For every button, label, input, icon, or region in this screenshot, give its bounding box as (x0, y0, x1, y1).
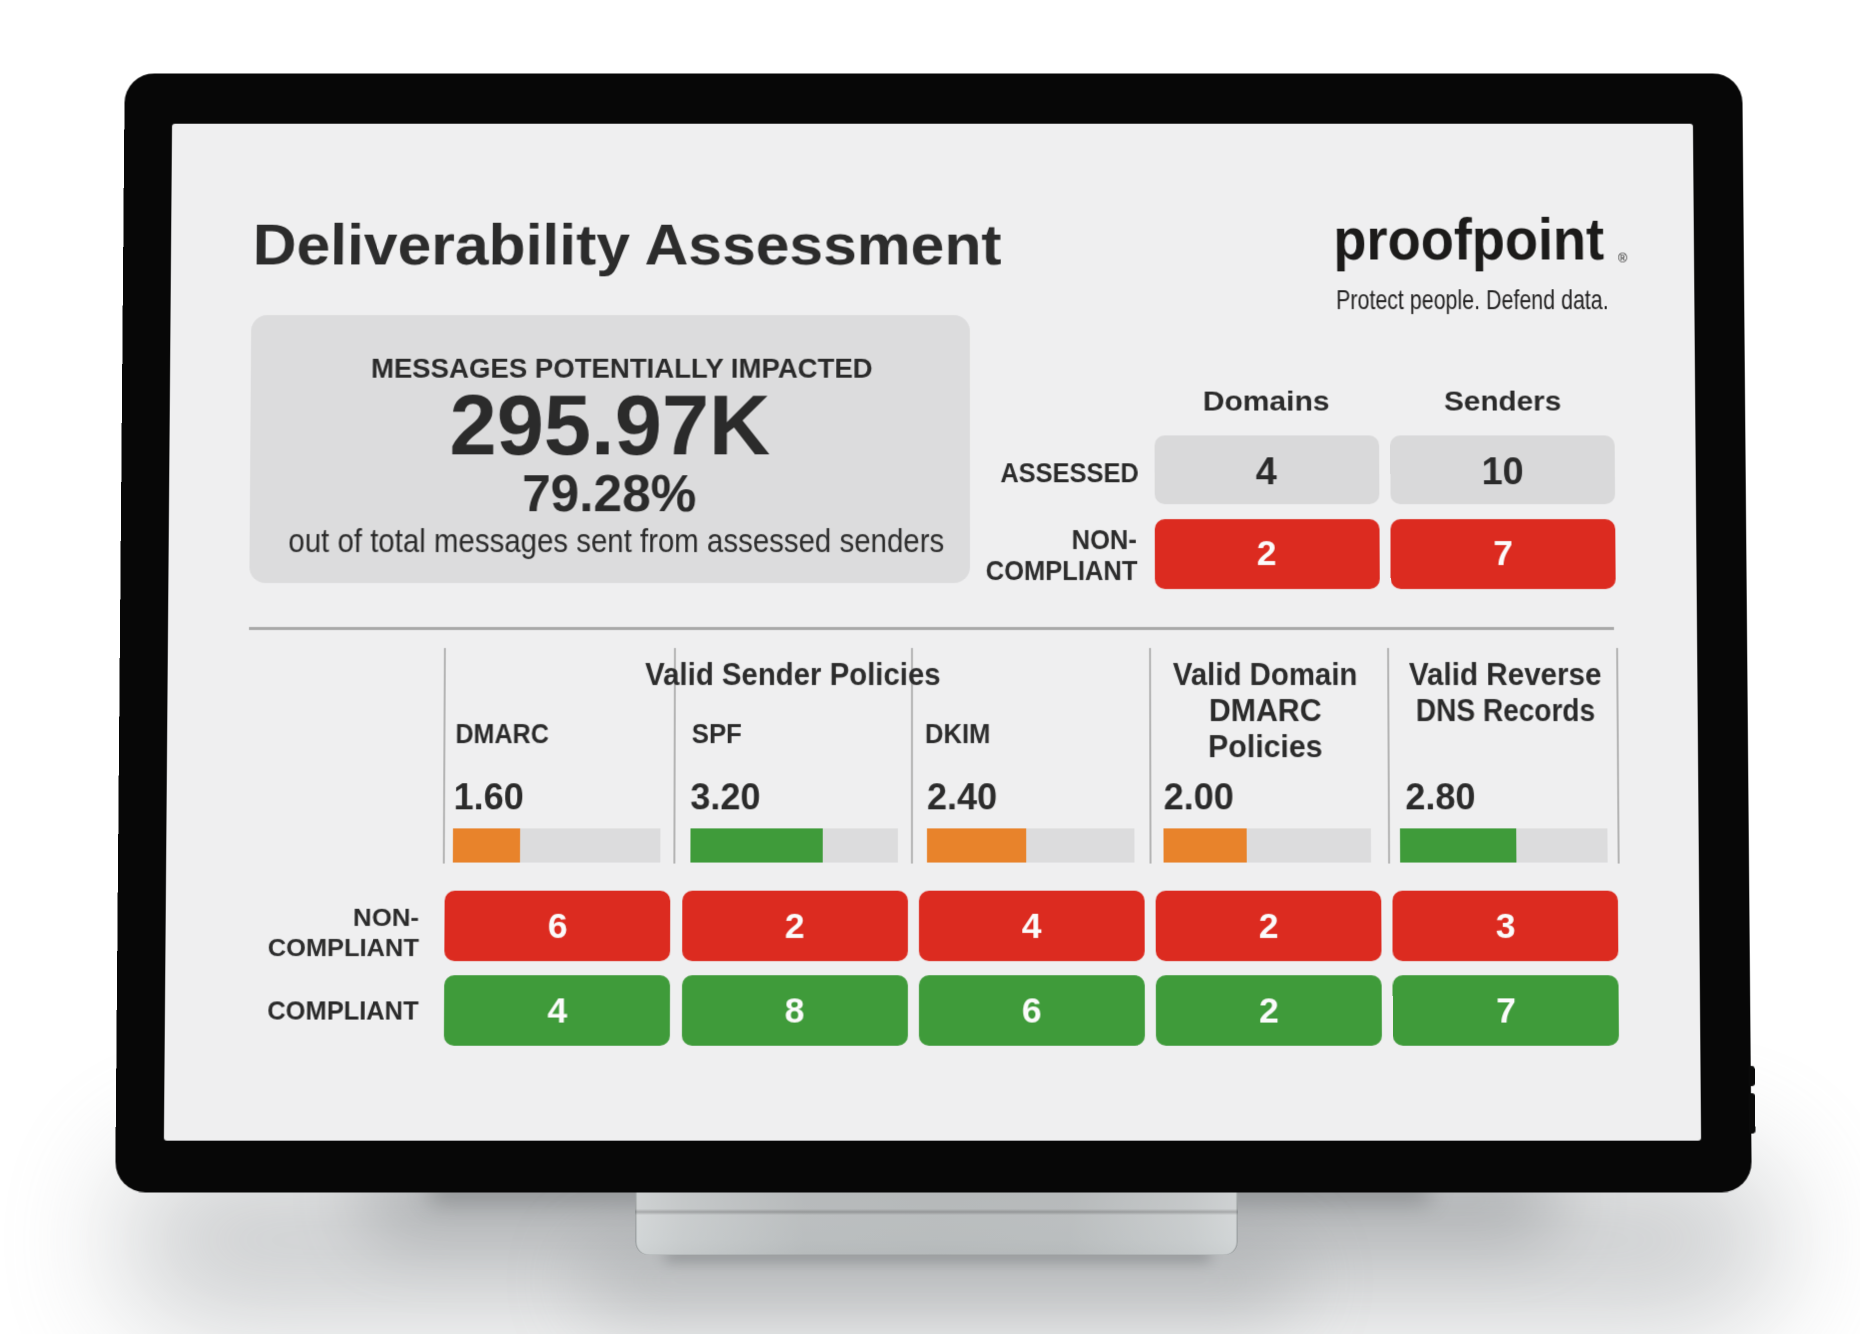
svg-text:proofpoint: proofpoint (1333, 206, 1604, 273)
svg-text:®: ® (1618, 251, 1627, 265)
svg-text:Protect people. Defend data.: Protect people. Defend data. (1336, 285, 1609, 314)
